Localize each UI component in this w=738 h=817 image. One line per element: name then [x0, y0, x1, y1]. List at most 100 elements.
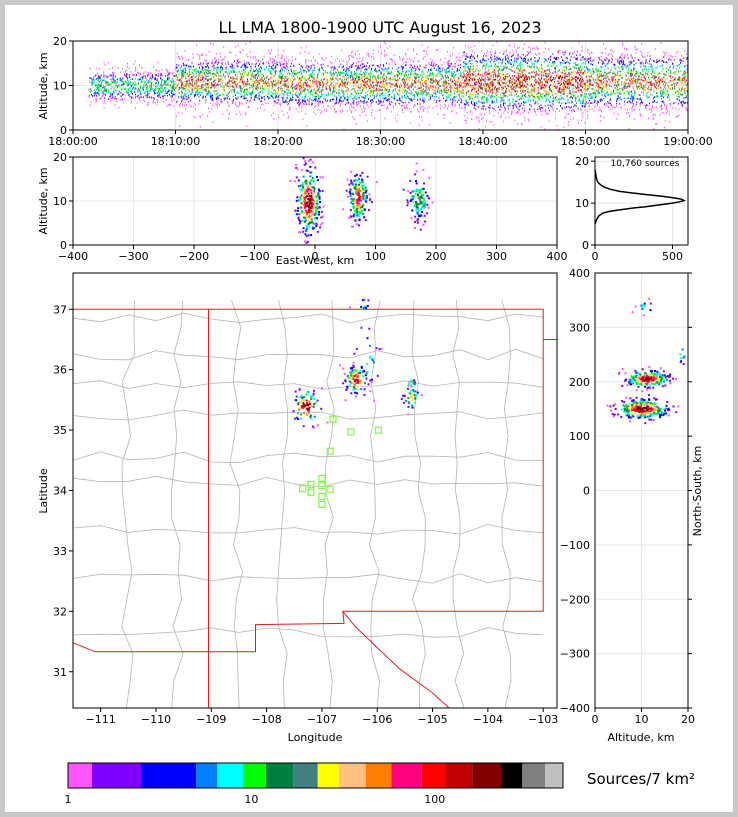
p1-source — [221, 69, 222, 71]
p1-source — [416, 53, 418, 55]
p1-source — [390, 58, 392, 60]
p1-source — [218, 58, 220, 61]
p1-source — [181, 74, 183, 77]
p1-source — [330, 93, 332, 96]
p1-source — [413, 50, 415, 52]
p1-source — [335, 101, 337, 104]
p1-source — [205, 89, 207, 91]
p1-source — [462, 96, 464, 98]
p1-source — [273, 75, 275, 77]
p1-source — [568, 82, 570, 85]
p1-source — [270, 51, 271, 54]
p1-source — [487, 83, 489, 86]
p1-source — [287, 91, 289, 93]
p1-source — [316, 83, 318, 85]
p1-source — [219, 66, 221, 69]
p1-source — [91, 78, 93, 81]
p1-source — [283, 81, 285, 84]
p1-source — [470, 84, 472, 87]
p1-source — [264, 76, 266, 79]
p1-source — [479, 101, 481, 103]
p1-source — [444, 114, 446, 116]
p1-source — [414, 80, 416, 82]
p1-source — [99, 89, 101, 91]
p1-source — [529, 78, 531, 80]
p1-source — [420, 83, 422, 86]
p1-source — [296, 96, 298, 98]
p1-source — [148, 81, 150, 84]
p1-source — [356, 81, 358, 84]
p1-source — [368, 98, 369, 100]
p1-source — [251, 83, 253, 85]
p1-source — [295, 99, 297, 101]
p1-source — [293, 70, 295, 72]
p1-source — [304, 69, 306, 72]
p1-source — [244, 91, 246, 94]
p1-source — [517, 110, 519, 113]
p1-source — [200, 116, 202, 118]
p1-source — [450, 69, 452, 71]
p1-source — [158, 93, 160, 96]
p1-source — [120, 98, 122, 101]
p1-source — [391, 83, 393, 86]
p1-source — [158, 96, 160, 98]
p1-source — [303, 70, 305, 73]
p1-source — [439, 85, 441, 87]
p1-source — [246, 89, 248, 91]
p1-source — [201, 54, 203, 57]
p1-source — [530, 48, 532, 51]
p1-source — [283, 114, 285, 116]
p1-source — [147, 73, 149, 76]
p1-source — [340, 79, 342, 81]
p1-source — [292, 60, 294, 62]
p1-source — [322, 90, 324, 92]
p1-source — [437, 49, 439, 51]
p1-source — [396, 114, 398, 116]
p1-source — [369, 81, 371, 83]
p1-source — [161, 85, 163, 88]
p1-source — [445, 88, 447, 90]
p1-source — [94, 93, 96, 96]
p1-source — [401, 104, 403, 107]
p1-source — [187, 96, 189, 99]
p1-source — [305, 84, 307, 87]
p1-source — [402, 102, 404, 104]
p1-source — [315, 105, 317, 107]
p1-source — [387, 71, 389, 73]
p1-source — [358, 73, 360, 75]
p1-source — [395, 104, 397, 106]
p1-source — [503, 104, 505, 107]
p1-source — [339, 99, 341, 101]
p1-source — [228, 79, 230, 81]
p1-source — [406, 78, 408, 81]
p1-source — [244, 62, 246, 65]
p1-source — [364, 86, 366, 89]
p1-source — [306, 64, 308, 67]
p1-source — [527, 118, 529, 121]
p1-source — [243, 90, 245, 93]
p1-source — [115, 86, 117, 88]
p1-source — [356, 81, 358, 84]
p1-source — [451, 68, 453, 70]
p1-source — [199, 93, 201, 96]
p1-source — [120, 71, 122, 74]
p1-source — [182, 82, 184, 84]
p1-source — [210, 97, 212, 100]
p1-source — [196, 44, 197, 47]
p1-source — [325, 57, 327, 59]
p1-source — [383, 76, 385, 79]
p1-source — [187, 80, 189, 83]
p1-source — [269, 91, 271, 93]
p1-source — [406, 74, 407, 76]
p1-source — [303, 87, 305, 90]
p1-source — [98, 75, 100, 78]
p1-source — [554, 60, 556, 63]
p1-source — [267, 91, 269, 94]
p1-source — [550, 58, 552, 61]
p1-source — [143, 75, 145, 77]
p1-source — [156, 99, 158, 101]
p1-source — [451, 104, 453, 107]
p1-source — [446, 107, 448, 110]
p1-source — [544, 57, 546, 60]
p1-source — [198, 54, 200, 57]
